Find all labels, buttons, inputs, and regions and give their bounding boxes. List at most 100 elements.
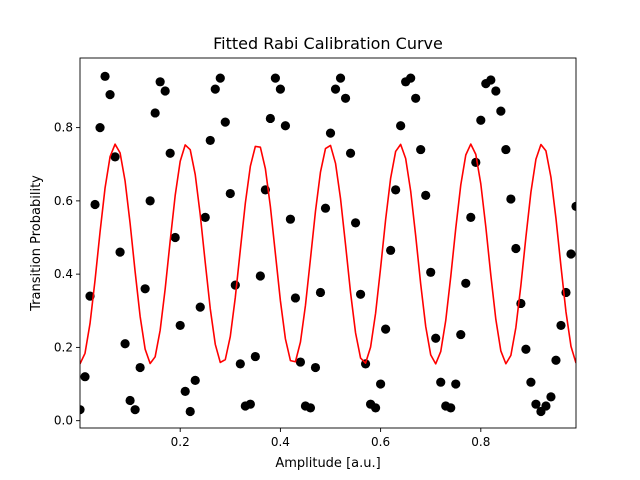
- plot-area: [80, 71, 576, 417]
- data-point: [340, 93, 351, 103]
- data-point: [571, 201, 576, 211]
- data-point: [295, 357, 306, 367]
- data-point: [320, 203, 331, 213]
- data-point: [566, 249, 576, 259]
- data-point: [90, 199, 100, 210]
- data-point: [160, 86, 170, 96]
- data-point: [486, 75, 496, 85]
- data-point: [265, 113, 275, 124]
- data-point: [335, 73, 346, 83]
- data-point: [175, 320, 185, 331]
- data-point: [350, 218, 361, 228]
- data-point: [155, 77, 165, 87]
- data-point: [446, 403, 456, 413]
- x-tick-label: 0.6: [371, 435, 390, 449]
- data-point: [165, 148, 175, 158]
- data-point: [310, 362, 321, 373]
- data-point: [215, 73, 225, 83]
- data-point: [95, 123, 105, 133]
- data-point: [115, 247, 125, 257]
- data-point: [290, 293, 301, 303]
- data-point: [80, 372, 90, 382]
- data-point: [461, 278, 471, 288]
- data-point: [180, 386, 190, 396]
- x-tick-label: 0.2: [171, 435, 190, 449]
- data-point: [501, 144, 511, 155]
- data-point: [220, 117, 230, 127]
- x-axis-label: Amplitude [a.u.]: [275, 456, 380, 471]
- data-point: [150, 108, 160, 118]
- fit-curve: [80, 143, 576, 365]
- data-point: [105, 90, 115, 100]
- data-point: [411, 93, 421, 103]
- data-point: [195, 302, 205, 312]
- data-point: [285, 214, 296, 224]
- data-point: [406, 73, 416, 83]
- data-point: [185, 406, 195, 417]
- data-point: [506, 194, 516, 204]
- data-point: [511, 243, 521, 254]
- y-tick-label: 0.4: [54, 267, 73, 281]
- data-point: [325, 128, 336, 138]
- data-point: [436, 377, 446, 387]
- data-point: [170, 232, 180, 243]
- data-point: [396, 121, 406, 131]
- y-tick-label: 0.8: [54, 121, 73, 135]
- data-point: [376, 379, 386, 389]
- data-point: [250, 351, 260, 362]
- data-point: [546, 392, 556, 402]
- y-tick-label: 0.6: [54, 194, 73, 208]
- data-point: [371, 403, 381, 413]
- data-point: [140, 284, 150, 294]
- data-point: [210, 84, 220, 94]
- data-point: [305, 403, 316, 413]
- data-point: [255, 271, 265, 281]
- y-tick-label: 0.2: [54, 340, 73, 354]
- data-point: [456, 329, 466, 340]
- x-axis-ticks: 0.2 0.4 0.6 0.8: [171, 428, 490, 449]
- data-point: [426, 267, 436, 277]
- x-tick-label: 0.8: [471, 435, 490, 449]
- data-point: [526, 377, 536, 387]
- data-point: [421, 190, 431, 200]
- data-point: [491, 86, 501, 96]
- data-point: [225, 188, 235, 199]
- data-point: [355, 289, 366, 299]
- data-point: [120, 339, 130, 349]
- data-point: [145, 196, 155, 206]
- data-point: [521, 344, 531, 354]
- data-point: [130, 405, 140, 415]
- data-point: [275, 84, 285, 94]
- data-point: [110, 152, 120, 162]
- data-point: [245, 399, 255, 409]
- data-point: [471, 157, 481, 168]
- data-point: [466, 212, 476, 222]
- data-point: [556, 320, 566, 331]
- data-point: [190, 375, 200, 385]
- data-point: [235, 359, 245, 369]
- y-axis-label: Transition Probability: [29, 175, 44, 312]
- data-point: [431, 333, 441, 343]
- data-point: [135, 362, 145, 373]
- data-point: [280, 121, 291, 131]
- data-point: [551, 355, 561, 365]
- y-tick-label: 0.0: [54, 414, 73, 428]
- data-point: [451, 379, 461, 389]
- chart-title: Fitted Rabi Calibration Curve: [213, 34, 443, 53]
- data-point: [80, 405, 85, 415]
- y-axis-ticks: 0.0 0.2 0.4 0.6 0.8: [54, 121, 80, 428]
- data-point: [330, 84, 341, 94]
- data-point: [391, 185, 401, 195]
- data-point: [476, 115, 486, 125]
- data-point: [100, 71, 110, 81]
- data-point: [205, 135, 215, 146]
- data-point: [381, 324, 391, 334]
- data-point: [315, 287, 326, 298]
- data-point: [386, 245, 396, 255]
- axes-frame: [79, 57, 577, 429]
- data-point: [230, 280, 240, 290]
- data-point: [270, 73, 280, 83]
- data-point: [416, 144, 426, 155]
- data-point: [125, 395, 135, 406]
